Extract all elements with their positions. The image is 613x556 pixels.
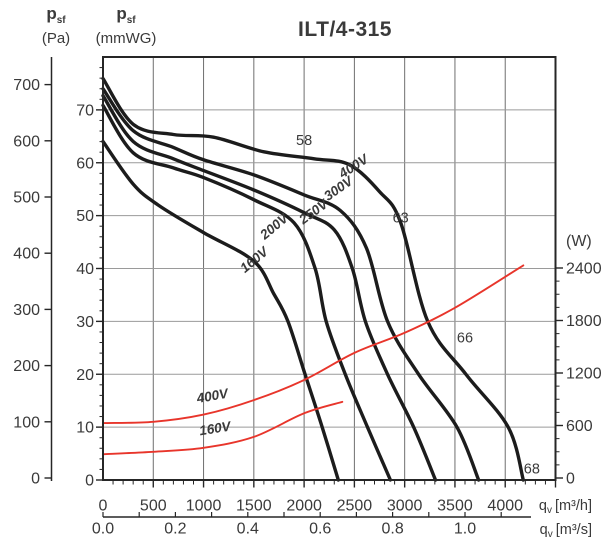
flow-m3s-tick-label: 0.4 [237, 521, 259, 538]
pa-axis-symbol-sub: sf [56, 15, 66, 26]
mmwg-tick-label: 0 [85, 473, 94, 490]
pa-axis-unit: (Pa) [41, 30, 71, 47]
pa-axis-symbol: p [46, 4, 57, 23]
curve-fan-300V [101, 87, 481, 482]
pa-tick-label: 500 [13, 190, 40, 207]
pa-axis-title: psf (Pa) [26, 5, 86, 48]
curve-label-fan-160V: 160V [237, 243, 272, 275]
watt-tick-label: 0 [566, 471, 575, 488]
flow-m3h-unit: [m³/h] [555, 498, 592, 514]
flow-m3h-tick-label: 1500 [236, 498, 272, 515]
flow-m3h-tick-label: 500 [140, 498, 167, 515]
page-title: ILT/4-315 [298, 18, 392, 41]
flow-m3s-tick-label: 0.6 [309, 521, 331, 538]
mmwg-tick-label: 10 [76, 420, 94, 437]
pa-tick-label: 400 [13, 246, 40, 263]
mmwg-axis-symbol-sub: sf [126, 15, 136, 26]
flow-m3h-symbol-sub: v [547, 505, 552, 516]
curve-fan-200V [101, 103, 393, 482]
axes-layer [44, 56, 563, 518]
curve-fan-160V [101, 139, 340, 482]
mmwg-tick-label: 20 [76, 367, 94, 384]
flow-m3s-tick-label: 0.0 [92, 521, 114, 538]
noise-label-68: 68 [524, 462, 540, 478]
mmwg-axis-symbol: p [116, 4, 127, 23]
curve-label-power-400V: 400V [195, 386, 231, 407]
pa-tick-label: 300 [13, 302, 40, 319]
mmwg-axis-unit: (mmWG) [95, 30, 157, 47]
curve-label-fan-300V: 300V [321, 173, 356, 204]
watt-tick-label: 600 [566, 418, 593, 435]
noise-label-63: 63 [393, 211, 409, 227]
mmwg-tick-label: 60 [76, 155, 94, 172]
flow-m3s-symbol: q [540, 522, 548, 538]
curve-label-power-160V: 160V [198, 418, 232, 438]
watt-tick-label: 1200 [566, 366, 602, 383]
mmwg-tick-label: 30 [76, 314, 94, 331]
watt-tick-label: 1800 [566, 313, 602, 330]
watt-tick-label: 2400 [566, 261, 602, 278]
flow-m3h-tick-label: 4000 [487, 498, 523, 515]
flow-m3h-tick-label: 3500 [437, 498, 473, 515]
flow-m3s-tick-label: 0.8 [381, 521, 403, 538]
mmwg-tick-label: 70 [76, 102, 94, 119]
flow-m3h-tick-label: 1000 [186, 498, 222, 515]
pa-tick-label: 700 [13, 77, 40, 94]
pa-tick-label: 600 [13, 133, 40, 150]
watt-axis-unit: (W) [566, 233, 592, 250]
noise-label-66: 66 [457, 331, 473, 347]
flow-m3h-tick-label: 2500 [337, 498, 373, 515]
pa-tick-label: 100 [13, 414, 40, 431]
flow-m3h-tick-label: 3000 [387, 498, 423, 515]
mmwg-tick-label: 40 [76, 261, 94, 278]
grid-layer [103, 57, 556, 480]
noise-label-58: 58 [296, 133, 312, 149]
curve-fan-250V [101, 94, 438, 482]
curves-layer [101, 76, 525, 482]
curve-power-400V [102, 264, 525, 425]
pa-tick-label: 200 [13, 358, 40, 375]
mmwg-axis-title: psf (mmWG) [86, 5, 166, 48]
mmwg-tick-label: 50 [76, 208, 94, 225]
curve-power-160V [102, 400, 344, 456]
flow-m3s-axis-unit: qv [m³/s] [540, 522, 592, 540]
flow-m3s-tick-label: 0.2 [164, 521, 186, 538]
pa-tick-label: 0 [31, 471, 40, 488]
flow-m3s-tick-label: 1.0 [454, 521, 476, 538]
flow-m3s-symbol-sub: v [548, 529, 553, 540]
curve-fan-400V [101, 76, 525, 482]
flow-m3s-unit: [m³/s] [556, 522, 592, 538]
flow-m3h-tick-label: 2000 [286, 498, 322, 515]
flow-m3h-symbol: q [539, 498, 547, 514]
flow-m3h-axis-unit: qv [m³/h] [539, 498, 592, 516]
flow-m3h-tick-label: 0 [99, 498, 108, 515]
